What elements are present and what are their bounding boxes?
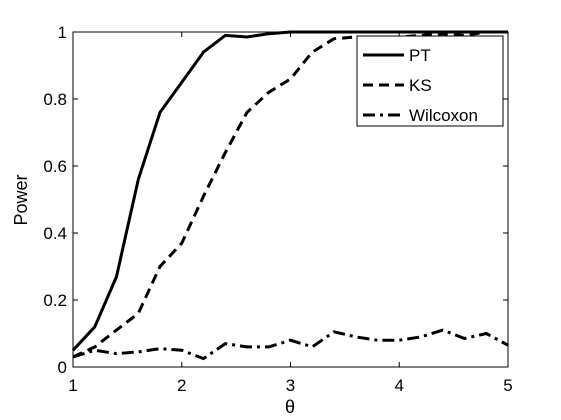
x-tick-label: 1	[68, 376, 77, 395]
y-tick-label: 0.8	[43, 90, 67, 109]
legend-box	[356, 35, 504, 127]
y-tick-label: 1	[58, 23, 67, 42]
tick-labels: 1 2 3 4 5 0 0.2 0.4 0.6 0.8 1	[43, 23, 512, 395]
x-tick-label: 2	[177, 376, 186, 395]
legend-label-wilcoxon: Wilcoxon	[409, 106, 478, 125]
x-tick-label: 4	[395, 376, 404, 395]
y-axis-label: Power	[11, 174, 31, 225]
legend: PT KS Wilcoxon	[356, 35, 504, 127]
y-tick-label: 0.4	[43, 224, 67, 243]
series-line-wilcoxon	[72, 328, 509, 361]
y-tick-label: 0.2	[43, 291, 67, 310]
legend-label-ks: KS	[409, 76, 432, 95]
legend-label-pt: PT	[409, 46, 431, 65]
y-tick-label: 0	[58, 358, 67, 377]
x-axis-label: θ	[285, 397, 295, 417]
series-line-ks	[72, 30, 508, 359]
x-tick-label: 5	[503, 376, 512, 395]
x-tick-label: 3	[286, 376, 295, 395]
y-tick-label: 0.6	[43, 157, 67, 176]
